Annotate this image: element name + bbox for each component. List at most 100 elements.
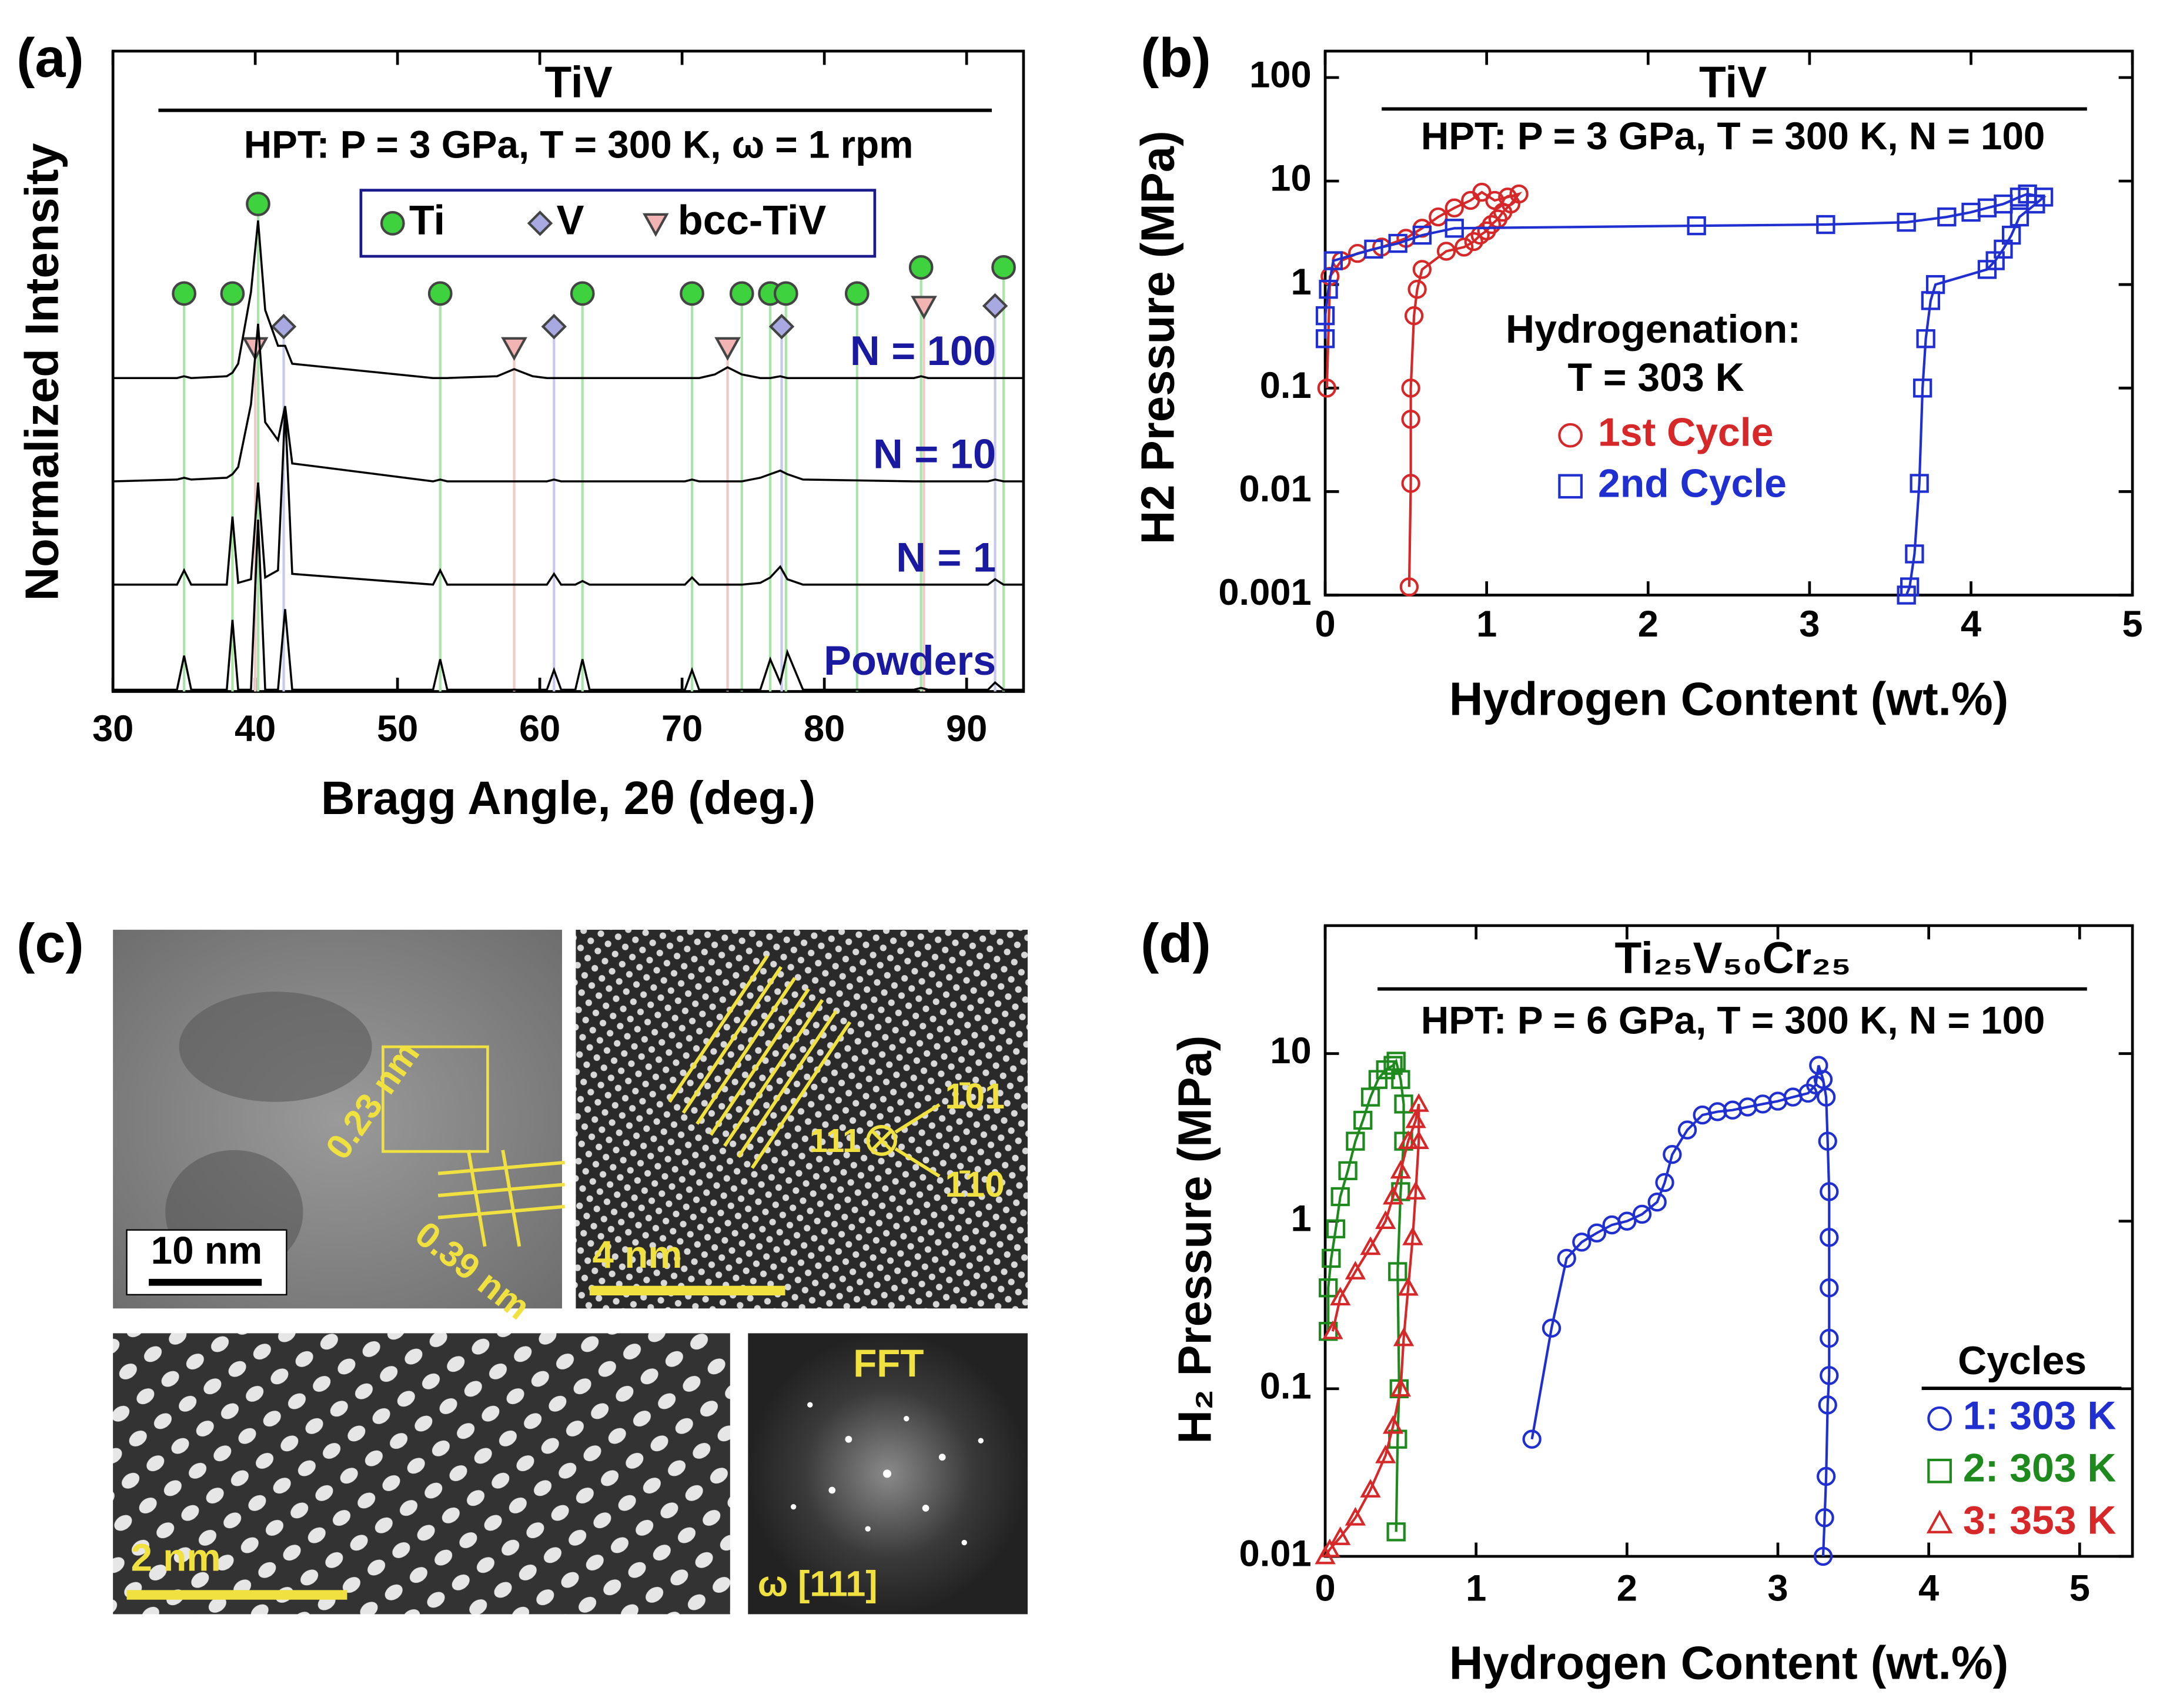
x-tick-label: 50 [377,708,418,749]
data-point [1345,1506,1366,1526]
data-point [1663,1145,1682,1164]
x-tick-label: 4 [1918,1568,1939,1609]
reference-marker [729,281,754,306]
chart-title: TiV [544,57,612,106]
data-point [1360,1479,1381,1498]
direction-arrows [871,1103,941,1178]
data-point [1818,1395,1837,1415]
data-point [1375,1444,1396,1463]
data-point [2009,207,2029,227]
y-tick-label: 1 [1290,262,1311,303]
data-point [1820,1278,1839,1298]
data-point [1353,1110,1373,1130]
y-tick-label: 1 [1290,1198,1311,1239]
scale-bar-label: 10 nm [151,1229,263,1272]
legend-marker [380,211,405,236]
series-line [1323,192,2047,596]
series-line [113,323,1024,483]
data-point [1655,1173,1674,1193]
annotation: Hydrogenation: [1506,307,1801,351]
data-point [1323,251,1343,270]
y-tick-label: 0.1 [1260,365,1312,406]
data-point [1386,1522,1406,1542]
y-tick-label: 0.01 [1239,1533,1312,1575]
data-point [1916,329,1935,349]
panel-label: (b) [1141,26,1211,88]
x-tick-label: 40 [235,708,276,749]
data-point [1897,585,1916,605]
legend-marker [1927,1406,1952,1431]
y-tick-label: 0.001 [1218,572,1311,613]
data-point [1399,577,1419,597]
scale-bar-label: 4 nm [593,1233,683,1276]
x-tick-label: 5 [2122,604,2143,645]
legend-label: 2: 303 K [1963,1446,2116,1491]
data-point [1393,1327,1415,1347]
series-line [1530,1065,1831,1557]
reference-marker [908,254,934,280]
data-point [1632,1204,1652,1224]
legend-marker [1558,423,1583,448]
data-point [1921,291,1941,310]
data-point [1405,1181,1426,1200]
reference-marker [220,281,245,306]
direction-label: 1̄10 [945,1164,1005,1204]
data-point [1617,1211,1637,1231]
data-point [1429,207,1448,227]
direction-label: 1̄01 [945,1076,1005,1116]
legend-label: V [557,196,584,243]
data-point [1397,1277,1419,1296]
x-tick-label: 80 [804,708,845,749]
series-label: N = 10 [873,431,996,477]
data-point [1647,1193,1667,1212]
series-line [113,220,1024,379]
chart-subtitle: HPT: P = 3 GPa, T = 300 K, ω = 1 rpm [244,123,914,166]
data-point [1897,212,1916,232]
data-point [1401,410,1420,429]
reference-marker [911,296,937,320]
data-point [1977,260,1997,279]
data-point [1390,1378,1412,1397]
data-point [1322,1248,1341,1268]
data-point [1445,198,1464,217]
data-point [1390,1160,1412,1179]
data-point [1401,474,1420,493]
chart-title: Ti₂₅V₅₀Cr₂₅ [1615,933,1851,983]
x-tick-label: 2 [1638,604,1659,645]
chart-subtitle: HPT: P = 6 GPa, T = 300 K, N = 100 [1421,999,2045,1042]
data-point [1375,1210,1396,1230]
data-point [1408,1130,1429,1149]
data-point [1388,233,1407,253]
data-point [1820,1328,1839,1348]
y-tick-label: 100 [1249,55,1312,96]
data-point [1394,1094,1413,1114]
reference-marker [680,281,704,306]
x-tick-label: 3 [1767,1568,1788,1609]
data-point [1542,1318,1562,1338]
series-label: N = 100 [850,327,996,374]
data-point [1315,1545,1336,1565]
data-point [1816,215,1835,235]
annotation: T = 303 K [1567,355,1744,400]
data-point [1319,1278,1338,1298]
y-axis-label: Normalized Intensity [15,143,68,601]
x-axis-label: Bragg Angle, 2θ (deg.) [321,772,815,824]
data-point [1386,1051,1406,1071]
data-point [1910,474,1929,493]
reference-marker [541,313,567,340]
data-point [1405,1109,1426,1128]
series-line [113,409,1024,586]
data-point [1587,1223,1607,1243]
data-point [1330,1187,1350,1207]
reference-marker [501,337,527,361]
reference-marker [570,281,595,306]
x-tick-label: 4 [1961,604,1981,645]
data-point [1382,1185,1404,1205]
fft-zone-label: ω [111] [758,1564,878,1604]
data-point [1455,237,1474,257]
reference-marker [172,281,196,306]
reference-marker [991,254,1016,280]
data-point [1330,1526,1351,1545]
data-point [1315,306,1335,326]
